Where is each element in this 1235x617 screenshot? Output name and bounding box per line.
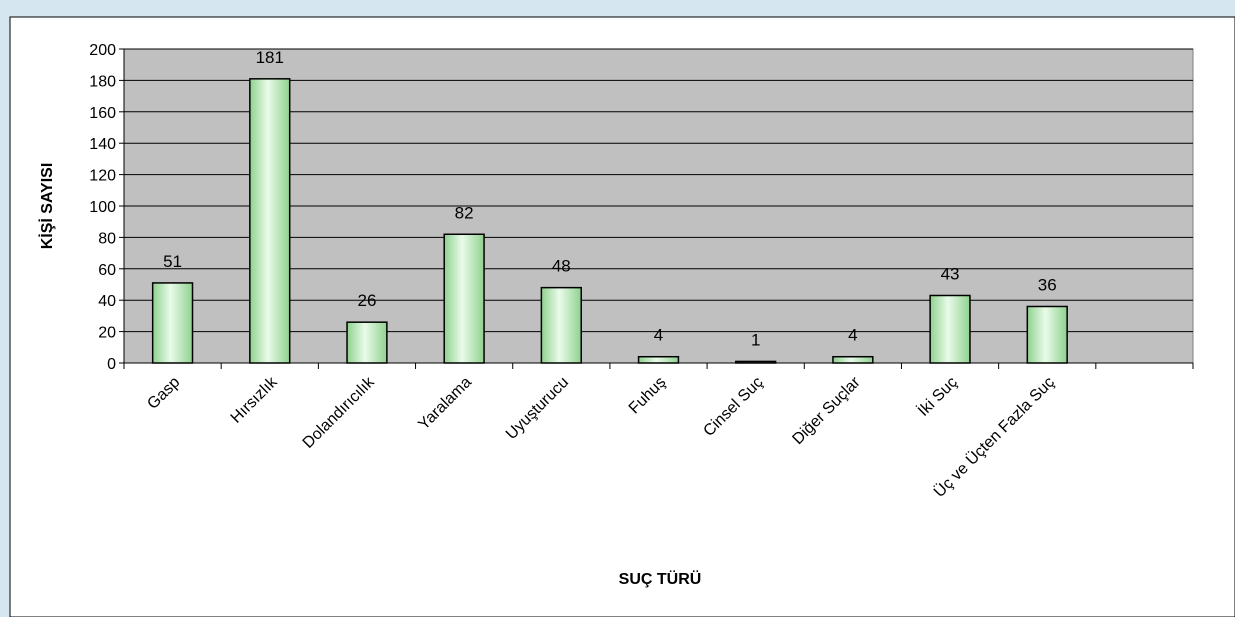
y-tick-labels: 0 20 40 60 80 100 120 140 160 180 200 xyxy=(89,42,124,373)
data-label: 36 xyxy=(1038,275,1057,294)
y-tick-label: 160 xyxy=(89,105,116,122)
data-label: 4 xyxy=(848,326,857,345)
data-label: 1 xyxy=(751,330,760,349)
y-tick-label: 120 xyxy=(89,168,116,185)
y-tick-label: 40 xyxy=(98,293,116,310)
data-labels: 51 181 26 82 48 4 1 4 43 36 xyxy=(163,48,1057,350)
bar xyxy=(346,321,388,364)
y-tick-label: 0 xyxy=(107,356,116,373)
y-tick-label: 200 xyxy=(89,42,116,59)
data-label: 26 xyxy=(357,291,376,310)
y-tick-label: 180 xyxy=(89,73,116,90)
bar xyxy=(1026,305,1068,364)
gridlines xyxy=(124,48,1193,333)
bar xyxy=(637,355,680,364)
y-tick-label: 100 xyxy=(89,199,116,216)
y-tick-label: 20 xyxy=(98,325,116,342)
data-label: 51 xyxy=(163,252,182,271)
y-axis-title: KİŞİ SAYISI xyxy=(38,163,56,250)
bars xyxy=(151,78,1068,364)
data-label: 181 xyxy=(256,48,284,67)
data-label: 43 xyxy=(941,264,960,283)
bar xyxy=(832,355,874,364)
bar xyxy=(151,282,194,364)
data-label: 48 xyxy=(552,257,571,276)
y-tick-label: 80 xyxy=(98,230,116,247)
bar xyxy=(540,286,582,364)
data-label: 4 xyxy=(654,326,663,345)
bar xyxy=(249,78,291,364)
data-label: 82 xyxy=(455,203,474,222)
y-tick-label: 60 xyxy=(98,262,116,279)
y-tick-label: 140 xyxy=(89,136,116,153)
bar xyxy=(929,294,971,364)
x-axis-title: SUÇ TÜRÜ xyxy=(619,569,702,588)
bar xyxy=(443,233,485,364)
